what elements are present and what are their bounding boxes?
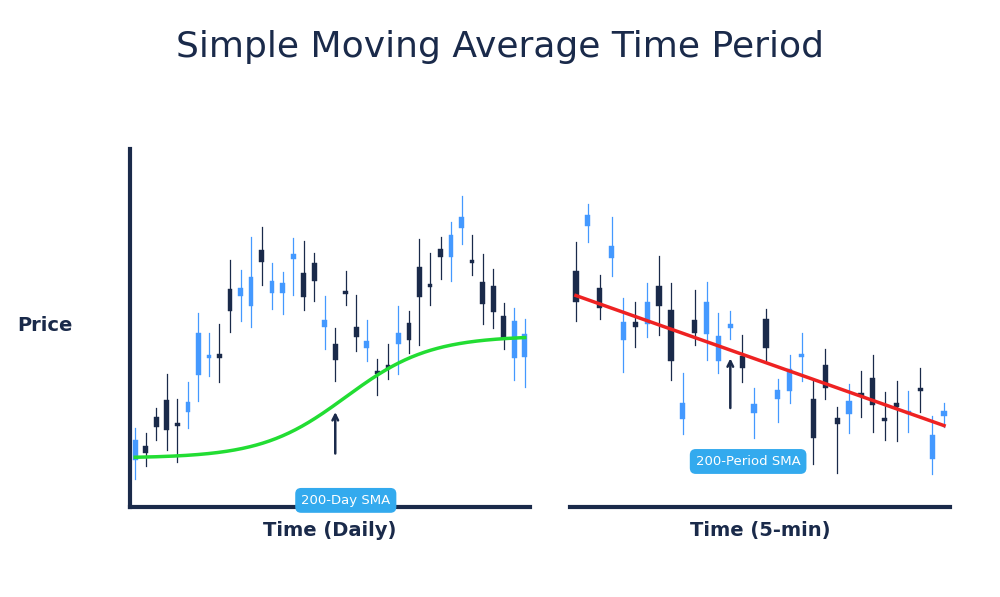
Bar <box>522 334 527 356</box>
Bar <box>918 388 923 392</box>
Bar <box>763 319 769 349</box>
Bar <box>811 399 816 438</box>
Bar <box>364 341 369 347</box>
Bar <box>645 302 650 324</box>
Bar <box>573 271 579 302</box>
Bar <box>217 353 222 358</box>
Bar <box>154 417 159 426</box>
Bar <box>751 404 757 413</box>
Bar <box>823 365 828 388</box>
Text: 200-Day SMA: 200-Day SMA <box>301 494 390 507</box>
Bar <box>386 365 390 370</box>
Bar <box>375 371 380 374</box>
Text: 200-Period SMA: 200-Period SMA <box>696 455 800 468</box>
Bar <box>835 417 840 424</box>
X-axis label: Time (5-min): Time (5-min) <box>690 521 830 540</box>
Bar <box>175 423 180 426</box>
Bar <box>501 316 506 338</box>
Bar <box>291 254 296 259</box>
Bar <box>740 356 745 368</box>
Bar <box>512 321 517 358</box>
Bar <box>930 435 935 459</box>
Bar <box>680 403 685 418</box>
Bar <box>396 333 401 344</box>
Bar <box>597 288 602 308</box>
Bar <box>228 289 232 311</box>
Bar <box>609 246 614 259</box>
Bar <box>407 324 411 340</box>
Bar <box>480 282 485 304</box>
Bar <box>787 369 792 392</box>
Bar <box>333 344 338 360</box>
Bar <box>858 393 864 396</box>
Bar <box>417 267 422 297</box>
Bar <box>133 441 138 460</box>
Bar <box>716 336 721 361</box>
Bar <box>196 333 201 375</box>
Bar <box>164 400 169 430</box>
Bar <box>270 281 274 293</box>
Bar <box>459 217 464 228</box>
Bar <box>322 321 327 327</box>
Text: Price: Price <box>17 316 73 335</box>
Bar <box>882 418 887 421</box>
Bar <box>143 447 148 453</box>
Bar <box>238 288 243 296</box>
Bar <box>312 263 317 281</box>
Bar <box>656 286 662 306</box>
Bar <box>438 249 443 257</box>
Bar <box>704 302 709 334</box>
Bar <box>491 286 496 312</box>
Bar <box>799 354 804 357</box>
Bar <box>249 277 253 306</box>
Bar <box>668 310 674 361</box>
Bar <box>692 319 697 333</box>
Bar <box>846 401 852 414</box>
Bar <box>301 273 306 297</box>
Bar <box>941 411 947 416</box>
Bar <box>354 327 359 337</box>
Bar <box>728 324 733 328</box>
Bar <box>280 282 285 294</box>
Bar <box>343 291 348 294</box>
Bar <box>207 355 211 358</box>
Bar <box>906 411 911 414</box>
Bar <box>775 390 780 399</box>
Text: Simple Moving Average Time Period: Simple Moving Average Time Period <box>176 30 824 64</box>
Bar <box>870 378 875 405</box>
X-axis label: Time (Daily): Time (Daily) <box>263 521 397 540</box>
Bar <box>621 322 626 340</box>
Bar <box>633 322 638 327</box>
Bar <box>186 402 190 412</box>
Bar <box>894 403 899 407</box>
Bar <box>449 235 453 257</box>
Bar <box>428 284 432 287</box>
Bar <box>470 260 474 263</box>
Bar <box>259 250 264 262</box>
Bar <box>585 214 590 226</box>
